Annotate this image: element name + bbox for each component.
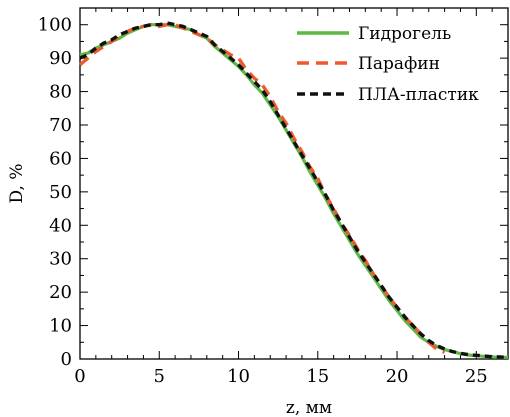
y-axis-label: D, % <box>7 164 27 204</box>
y-tick-label: 10 <box>49 316 72 337</box>
series-line-1 <box>79 23 508 359</box>
x-axis-label: z, мм <box>286 398 332 417</box>
x-tick-label: 15 <box>306 366 329 387</box>
legend-label-2: Парафин <box>358 54 440 74</box>
y-tick-label: 40 <box>49 215 72 236</box>
y-tick-label: 60 <box>49 148 72 169</box>
x-tick-label: 10 <box>227 366 250 387</box>
plot-frame <box>79 7 509 360</box>
y-tick-label: 80 <box>49 82 72 103</box>
legend-label-1: Гидрогель <box>358 24 451 44</box>
y-tick-label: 20 <box>49 282 72 303</box>
x-axis-ticks: 0 5 10 15 20 25 <box>74 8 509 387</box>
y-tick-label: 90 <box>49 48 72 69</box>
x-tick-label: 0 <box>74 366 85 387</box>
y-tick-label: 50 <box>49 182 72 203</box>
y-axis-ticks: 0 10 20 30 40 50 60 70 80 90 100 <box>38 7 508 370</box>
series-line-3 <box>79 21 509 359</box>
y-tick-label: 100 <box>38 15 72 36</box>
series-layer <box>78 21 509 359</box>
x-tick-label: 25 <box>465 366 488 387</box>
x-tick-label: 20 <box>386 366 409 387</box>
y-tick-label: 30 <box>49 249 72 270</box>
plot-border <box>79 7 509 360</box>
legend: Гидрогель Парафин ПЛА-пластик <box>297 24 479 105</box>
x-tick-label: 5 <box>154 366 165 387</box>
legend-label-3: ПЛА-пластик <box>358 85 479 105</box>
y-tick-label: 0 <box>61 349 72 370</box>
y-tick-label: 70 <box>49 115 72 136</box>
